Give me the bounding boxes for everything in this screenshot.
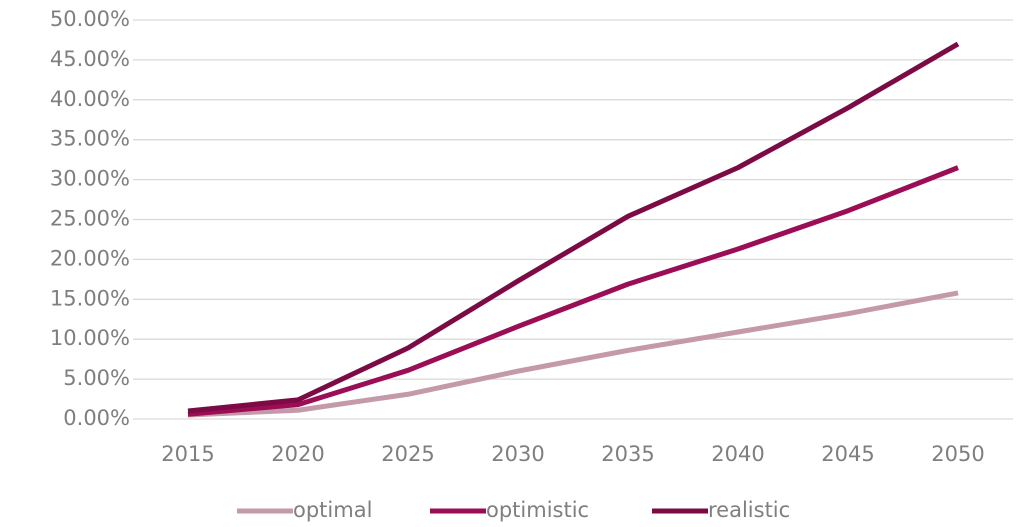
x-tick-label: 2035 [601, 442, 654, 466]
y-tick-label: 25.00% [50, 207, 130, 231]
x-tick-label: 2050 [931, 442, 984, 466]
x-tick-label: 2015 [161, 442, 214, 466]
x-tick-label: 2020 [271, 442, 324, 466]
legend-label: realistic [708, 498, 790, 522]
x-tick-label: 2025 [381, 442, 434, 466]
y-tick-label: 30.00% [50, 167, 130, 191]
series-line [187, 165, 959, 417]
y-tick-label: 0.00% [63, 406, 130, 430]
legend-label: optimal [293, 498, 372, 522]
y-tick-label: 50.00% [50, 7, 130, 31]
y-tick-label: 20.00% [50, 246, 130, 270]
x-tick-label: 2045 [821, 442, 874, 466]
x-tick-label: 2040 [711, 442, 764, 466]
y-tick-label: 5.00% [63, 366, 130, 390]
y-tick-label: 35.00% [50, 127, 130, 151]
y-tick-label: 45.00% [50, 47, 130, 71]
x-tick-label: 2030 [491, 442, 544, 466]
y-tick-label: 15.00% [50, 286, 130, 310]
legend-label: optimistic [486, 498, 589, 522]
y-tick-label: 40.00% [50, 87, 130, 111]
series-line [187, 290, 959, 418]
y-tick-label: 10.00% [50, 326, 130, 350]
series-line [187, 41, 960, 414]
